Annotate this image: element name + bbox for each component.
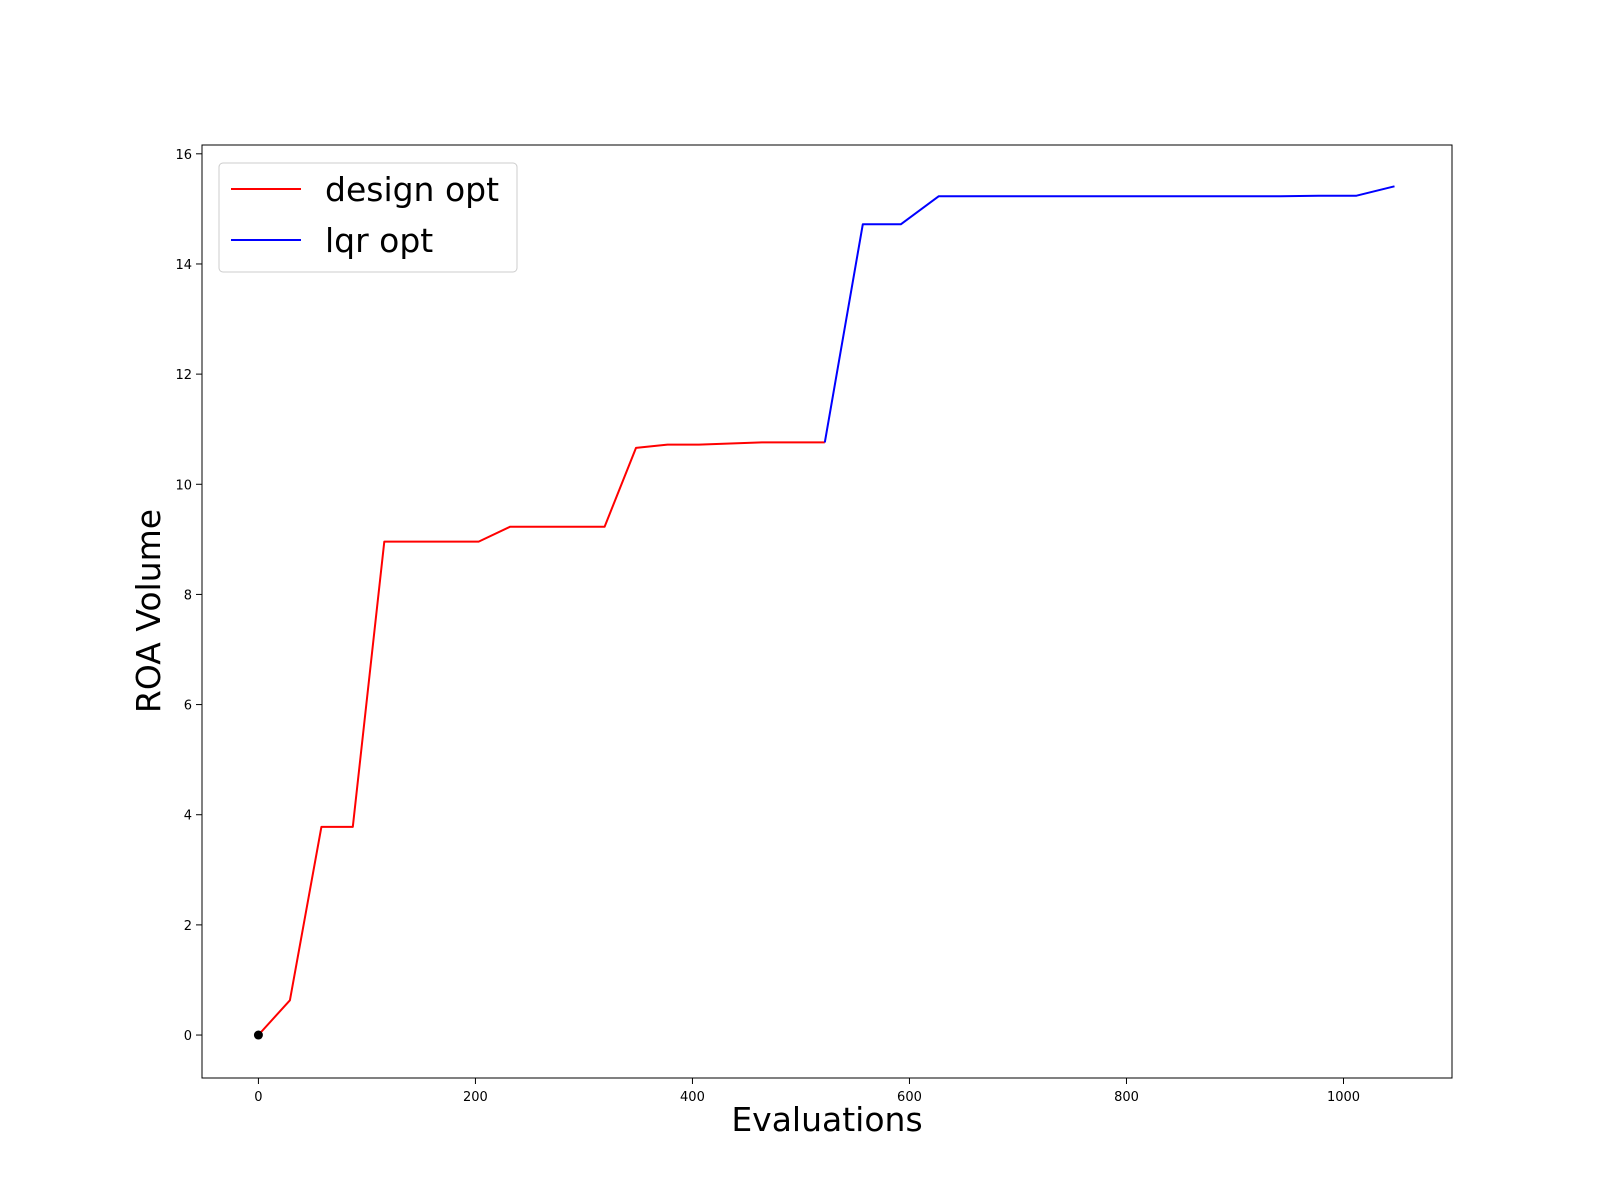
y-tick-label: 8 [184, 588, 192, 603]
y-tick-label: 4 [184, 809, 192, 824]
legend-label-lqr-opt: lqr opt [325, 221, 433, 260]
y-tick-label: 12 [175, 368, 192, 383]
series-layer [257, 185, 1395, 1036]
x-tick-label: 600 [897, 1090, 922, 1105]
x-axis-title: Evaluations [731, 1100, 922, 1139]
x-tick-label: 400 [680, 1090, 705, 1105]
plot-area [202, 145, 1452, 1078]
x-tick-label: 1000 [1327, 1090, 1360, 1105]
y-axis-ticks: 0 2 4 6 8 10 12 14 16 [175, 148, 202, 1044]
x-axis-ticks: 0 200 400 600 800 1000 [254, 1078, 1360, 1105]
y-tick-label: 10 [175, 478, 192, 493]
legend: design opt lqr opt [218, 162, 518, 273]
series-line-design-opt [257, 441, 825, 1036]
y-tick-label: 14 [175, 258, 192, 273]
y-axis-title: ROA Volume [129, 509, 168, 713]
x-tick-label: 200 [463, 1090, 488, 1105]
plot-frame [201, 144, 1453, 1079]
x-tick-label: 0 [254, 1090, 262, 1105]
marker-layer [253, 1030, 263, 1040]
y-tick-label: 6 [184, 699, 192, 714]
y-tick-label: 16 [175, 148, 192, 163]
legend-label-design-opt: design opt [325, 170, 499, 209]
start-point-marker [253, 1030, 263, 1040]
y-tick-label: 2 [184, 919, 192, 934]
legend-box [218, 162, 518, 273]
y-tick-label: 0 [184, 1029, 192, 1044]
x-tick-label: 800 [1114, 1090, 1139, 1105]
series-line-lqr-opt [823, 185, 1395, 443]
